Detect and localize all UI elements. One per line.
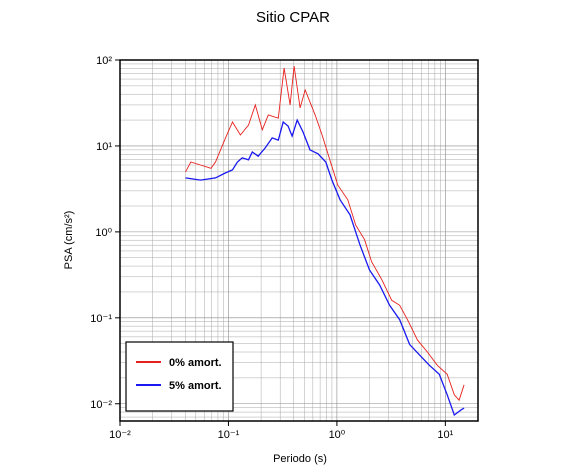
legend-label: 5% amort. bbox=[169, 380, 222, 392]
series-line bbox=[185, 66, 465, 402]
y-axis-label: PSA (cm/s²) bbox=[63, 211, 75, 270]
y-tick-label: 10⁻¹ bbox=[90, 313, 112, 325]
chart-title: Sitio CPAR bbox=[256, 9, 330, 26]
x-tick-label: 10¹ bbox=[437, 429, 453, 441]
x-axis-label: Periodo (s) bbox=[273, 453, 327, 465]
y-tick-label: 10⁻² bbox=[90, 399, 112, 411]
x-tick-label: 10⁻² bbox=[109, 429, 131, 441]
x-tick-label: 10⁻¹ bbox=[218, 429, 240, 441]
x-tick-label: 10⁰ bbox=[329, 429, 346, 441]
legend-label: 0% amort. bbox=[169, 357, 222, 369]
y-tick-label: 10¹ bbox=[96, 141, 112, 153]
series-line bbox=[185, 118, 465, 417]
legend-box bbox=[125, 341, 234, 412]
plot-frame bbox=[119, 59, 479, 422]
y-tick-label: 10⁰ bbox=[95, 227, 112, 239]
y-tick-label: 10² bbox=[96, 55, 112, 67]
